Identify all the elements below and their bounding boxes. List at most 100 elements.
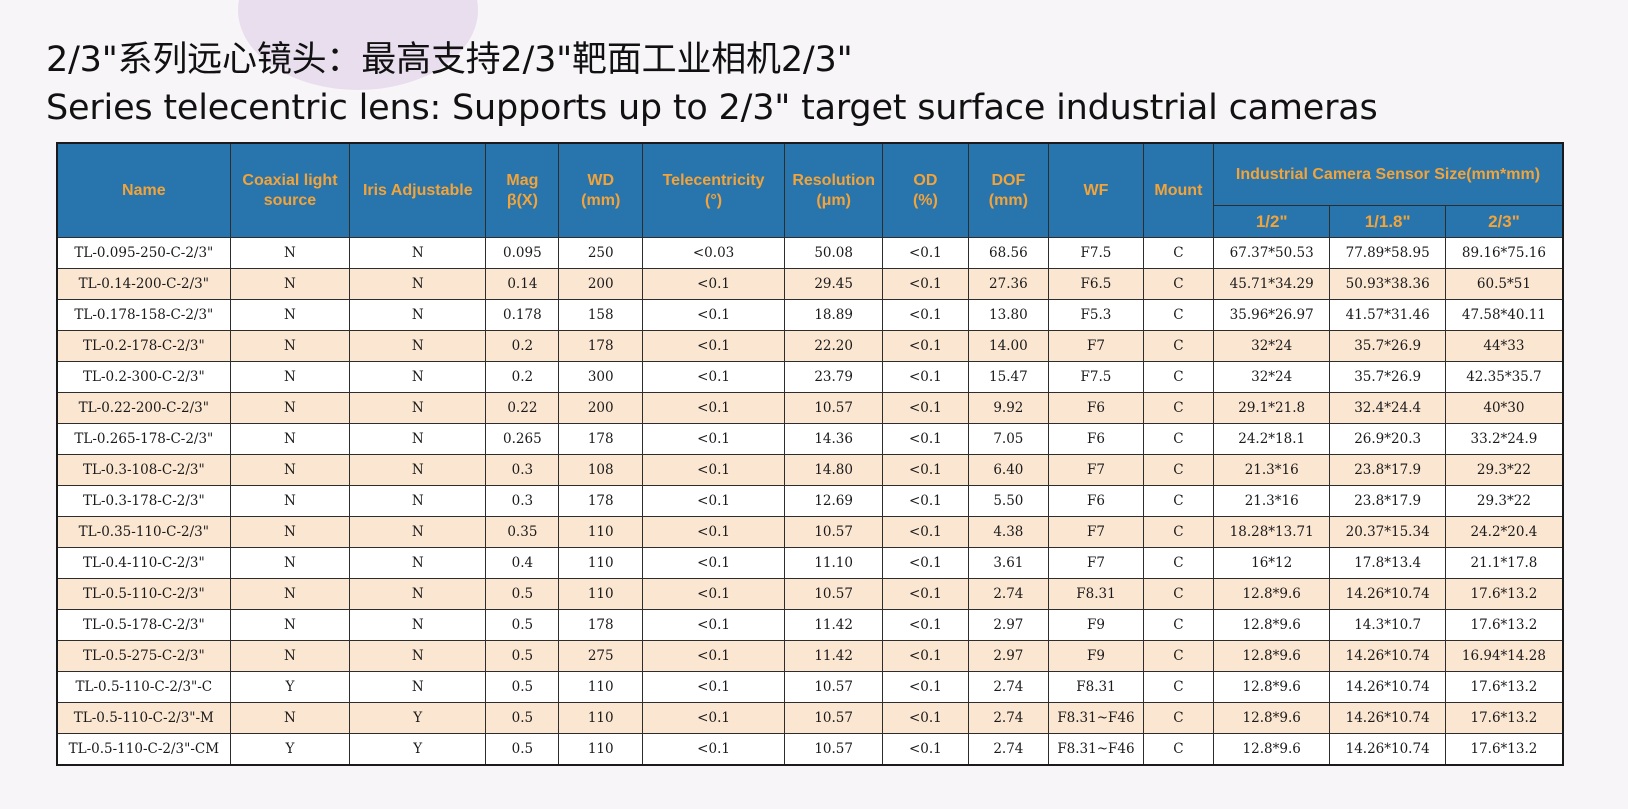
- cell-mag: 0.2: [485, 361, 560, 393]
- cell-coaxial: N: [229, 392, 351, 424]
- cell-telecentricity: <0.1: [641, 671, 786, 703]
- table-row: TL-0.4-110-C-2/3" N N 0.4 110 <0.1 11.10 <0.1 3.…: [56, 547, 1564, 579]
- cell-od: <0.1: [882, 361, 969, 393]
- header-telecentricity: Telecentricity (°): [641, 142, 786, 238]
- cell-coaxial: N: [229, 454, 351, 486]
- cell-sensor-2-3: 29.3*22: [1444, 454, 1564, 486]
- cell-sensor-half: 24.2*18.1: [1212, 423, 1331, 455]
- cell-od: <0.1: [882, 516, 969, 548]
- cell-iris: N: [349, 392, 487, 424]
- cell-od: <0.1: [882, 547, 969, 579]
- cell-coaxial: N: [229, 516, 351, 548]
- cell-coaxial: N: [229, 361, 351, 393]
- cell-od: <0.1: [882, 299, 969, 331]
- table-row: TL-0.2-300-C-2/3" N N 0.2 300 <0.1 23.79 <0.1 15…: [56, 361, 1564, 393]
- header-wd-line1: WD: [587, 171, 615, 189]
- cell-sensor-2-3: 89.16*75.16: [1444, 237, 1564, 269]
- cell-telecentricity: <0.03: [641, 237, 786, 269]
- cell-iris: N: [349, 361, 487, 393]
- table-row: TL-0.3-178-C-2/3" N N 0.3 178 <0.1 12.69 <0.1 5.…: [56, 485, 1564, 517]
- cell-coaxial: N: [229, 299, 351, 331]
- cell-dof: 6.40: [967, 454, 1050, 486]
- cell-dof: 14.00: [967, 330, 1050, 362]
- cell-sensor-1-1-8: 14.26*10.74: [1329, 702, 1446, 734]
- cell-resolution: 50.08: [784, 237, 884, 269]
- cell-telecentricity: <0.1: [641, 578, 786, 610]
- cell-iris: N: [349, 578, 487, 610]
- cell-sensor-half: 67.37*50.53: [1212, 237, 1331, 269]
- cell-telecentricity: <0.1: [641, 733, 786, 766]
- cell-sensor-2-3: 17.6*13.2: [1444, 671, 1564, 703]
- cell-od: <0.1: [882, 640, 969, 672]
- cell-resolution: 11.42: [784, 640, 884, 672]
- cell-od: <0.1: [882, 268, 969, 300]
- cell-sensor-half: 12.8*9.6: [1212, 733, 1331, 766]
- cell-wd: 178: [558, 609, 643, 641]
- cell-dof: 7.05: [967, 423, 1050, 455]
- cell-od: <0.1: [882, 671, 969, 703]
- cell-sensor-half: 18.28*13.71: [1212, 516, 1331, 548]
- cell-wd: 250: [558, 237, 643, 269]
- cell-sensor-2-3: 44*33: [1444, 330, 1564, 362]
- cell-wd: 200: [558, 268, 643, 300]
- cell-sensor-half: 32*24: [1212, 330, 1331, 362]
- cell-iris: N: [349, 423, 487, 455]
- header-dof-line1: DOF: [991, 171, 1026, 189]
- cell-wf: F7: [1048, 454, 1144, 486]
- cell-sensor-1-1-8: 50.93*38.36: [1329, 268, 1446, 300]
- cell-sensor-half: 12.8*9.6: [1212, 609, 1331, 641]
- cell-wd: 178: [558, 485, 643, 517]
- table-row: TL-0.5-110-C-2/3" N N 0.5 110 <0.1 10.57 <0.1 2.…: [56, 578, 1564, 610]
- cell-sensor-half: 12.8*9.6: [1212, 578, 1331, 610]
- header-od: OD (%): [882, 142, 969, 238]
- table-row: TL-0.265-178-C-2/3" N N 0.265 178 <0.1 14.36 <0…: [56, 423, 1564, 455]
- cell-sensor-1-1-8: 41.57*31.46: [1329, 299, 1446, 331]
- table-row: TL-0.2-178-C-2/3" N N 0.2 178 <0.1 22.20 <0.1 14…: [56, 330, 1564, 362]
- cell-wf: F5.3: [1048, 299, 1144, 331]
- cell-sensor-1-1-8: 35.7*26.9: [1329, 330, 1446, 362]
- cell-wf: F8.31~F46: [1048, 733, 1144, 766]
- cell-wf: F9: [1048, 640, 1144, 672]
- table-row: TL-0.5-275-C-2/3" N N 0.5 275 <0.1 11.42 <0.1 2.…: [56, 640, 1564, 672]
- title-english: Series telecentric lens: Supports up to …: [46, 88, 1378, 128]
- cell-wf: F6: [1048, 485, 1144, 517]
- cell-name: TL-0.22-200-C-2/3": [56, 392, 231, 424]
- cell-name: TL-0.5-178-C-2/3": [56, 609, 231, 641]
- cell-mag: 0.3: [485, 454, 560, 486]
- cell-coaxial: N: [229, 609, 351, 641]
- table-row: TL-0.095-250-C-2/3" N N 0.095 250 <0.03 50.08 <…: [56, 237, 1564, 269]
- cell-name: TL-0.2-300-C-2/3": [56, 361, 231, 393]
- cell-sensor-2-3: 29.3*22: [1444, 485, 1564, 517]
- cell-mount: C: [1142, 702, 1214, 734]
- cell-mag: 0.5: [485, 609, 560, 641]
- cell-od: <0.1: [882, 733, 969, 766]
- cell-sensor-2-3: 33.2*24.9: [1444, 423, 1564, 455]
- cell-name: TL-0.5-110-C-2/3"-C: [56, 671, 231, 703]
- cell-telecentricity: <0.1: [641, 609, 786, 641]
- cell-dof: 2.74: [967, 578, 1050, 610]
- cell-wd: 110: [558, 516, 643, 548]
- cell-sensor-half: 45.71*34.29: [1212, 268, 1331, 300]
- title-chinese: 2/3"系列远心镜头：最高支持2/3"靶面工业相机2/3": [46, 40, 853, 80]
- header-sensor-size-group: Industrial Camera Sensor Size(mm*mm): [1212, 142, 1564, 206]
- cell-telecentricity: <0.1: [641, 268, 786, 300]
- cell-sensor-half: 12.8*9.6: [1212, 702, 1331, 734]
- cell-mount: C: [1142, 609, 1214, 641]
- cell-resolution: 29.45: [784, 268, 884, 300]
- header-dof-line2: (mm): [988, 191, 1028, 209]
- cell-wf: F7.5: [1048, 361, 1144, 393]
- cell-sensor-1-1-8: 14.26*10.74: [1329, 640, 1446, 672]
- cell-telecentricity: <0.1: [641, 702, 786, 734]
- cell-mag: 0.5: [485, 578, 560, 610]
- cell-mount: C: [1142, 423, 1214, 455]
- cell-telecentricity: <0.1: [641, 516, 786, 548]
- cell-sensor-half: 29.1*21.8: [1212, 392, 1331, 424]
- cell-sensor-1-1-8: 35.7*26.9: [1329, 361, 1446, 393]
- cell-resolution: 10.57: [784, 702, 884, 734]
- cell-name: TL-0.2-178-C-2/3": [56, 330, 231, 362]
- cell-name: TL-0.265-178-C-2/3": [56, 423, 231, 455]
- header-res-line1: Resolution: [792, 171, 875, 189]
- cell-wd: 275: [558, 640, 643, 672]
- cell-od: <0.1: [882, 423, 969, 455]
- header-wf: WF: [1048, 142, 1144, 238]
